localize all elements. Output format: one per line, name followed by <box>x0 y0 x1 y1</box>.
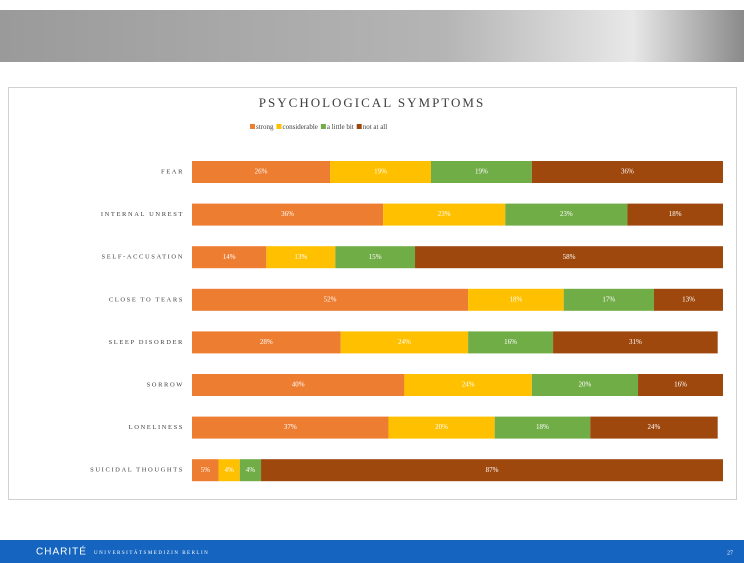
value-label: 16% <box>504 338 517 346</box>
category-label: FEAR <box>161 168 184 175</box>
value-label: 24% <box>648 423 661 431</box>
bar-segment <box>192 374 405 396</box>
value-label: 19% <box>374 168 387 176</box>
bar-segment <box>553 331 718 354</box>
value-label: 13% <box>294 253 307 261</box>
bar-segment <box>192 161 331 183</box>
bar-segment <box>218 459 240 482</box>
legend-swatch <box>276 124 282 129</box>
value-label: 24% <box>462 381 475 389</box>
footer-band <box>0 540 744 563</box>
bar-segment <box>590 416 718 439</box>
value-label: 23% <box>560 210 573 218</box>
bar-segment <box>531 161 723 183</box>
value-label: 20% <box>579 381 592 389</box>
bar-segment <box>415 246 723 269</box>
value-label: 16% <box>674 381 687 389</box>
value-label: 36% <box>281 210 294 218</box>
category-label: INTERNAL UNREST <box>101 211 184 218</box>
bar-segment <box>340 331 469 354</box>
bar-segment <box>563 288 654 311</box>
bar-segment <box>494 416 591 439</box>
value-label: 31% <box>629 338 642 346</box>
value-label: 87% <box>486 466 499 474</box>
value-label: 28% <box>260 338 273 346</box>
header-band <box>0 10 744 62</box>
legend-swatch <box>250 124 255 129</box>
bar-segment <box>192 416 389 439</box>
bar-segment <box>192 459 219 482</box>
bar-segment <box>192 288 469 311</box>
value-label: 5% <box>201 466 211 474</box>
category-label: SLEEP DISORDER <box>109 339 184 346</box>
legend-swatch <box>320 124 326 129</box>
value-label: 18% <box>536 423 549 431</box>
category-label: SUICIDAL THOUGHTS <box>90 467 184 474</box>
legend-swatch <box>356 124 362 129</box>
value-label: 40% <box>292 381 305 389</box>
value-label: 4% <box>246 466 256 474</box>
value-label: 26% <box>255 168 268 176</box>
value-label: 52% <box>324 295 337 303</box>
bar-segment <box>266 246 336 269</box>
value-label: 18% <box>509 295 522 303</box>
legend-label: considerable <box>283 123 318 131</box>
value-label: 19% <box>475 168 488 176</box>
value-label: 17% <box>602 295 615 303</box>
bar-segment <box>192 331 341 354</box>
bar-segment <box>335 246 416 269</box>
bar-segment <box>404 374 532 396</box>
bar-segment <box>239 459 262 482</box>
category-label: SELF-ACCUSATION <box>101 254 184 261</box>
footer-institution: UNIVERSITÄTSMEDIZIN BERLIN <box>94 550 209 556</box>
bar-segment <box>531 374 639 396</box>
footer-logo: CHARITÉ <box>36 545 87 558</box>
bar-segment <box>383 203 506 226</box>
legend-label: not at all <box>363 123 388 131</box>
category-label: SORROW <box>147 381 184 388</box>
legend-label: strong <box>256 123 274 131</box>
value-label: 18% <box>669 210 682 218</box>
value-label: 36% <box>621 168 634 176</box>
category-label: LONELINESS <box>129 424 184 431</box>
value-label: 4% <box>224 466 234 474</box>
chart-title: PSYCHOLOGICAL SYMPTOMS <box>259 95 485 110</box>
bar-segment <box>468 331 554 354</box>
value-label: 20% <box>435 423 448 431</box>
bar-segment <box>192 246 267 269</box>
value-label: 58% <box>563 253 576 261</box>
value-label: 24% <box>398 338 411 346</box>
value-label: 37% <box>284 423 297 431</box>
bar-segment <box>653 288 723 311</box>
bar-segment <box>430 161 532 183</box>
bar-segment <box>505 203 628 226</box>
legend-label: a little bit <box>327 123 354 131</box>
value-label: 15% <box>369 253 382 261</box>
bar-segment <box>388 416 495 439</box>
bar-segment <box>330 161 431 183</box>
bar-segment <box>261 459 723 482</box>
value-label: 14% <box>223 253 236 261</box>
bar-segment <box>627 203 723 226</box>
page-number: 27 <box>727 550 733 556</box>
value-label: 13% <box>682 295 695 303</box>
value-label: 23% <box>438 210 451 218</box>
bar-segment <box>638 374 723 396</box>
bar-segment <box>468 288 564 311</box>
category-label: CLOSE TO TEARS <box>109 296 184 303</box>
bar-segment <box>192 203 384 226</box>
